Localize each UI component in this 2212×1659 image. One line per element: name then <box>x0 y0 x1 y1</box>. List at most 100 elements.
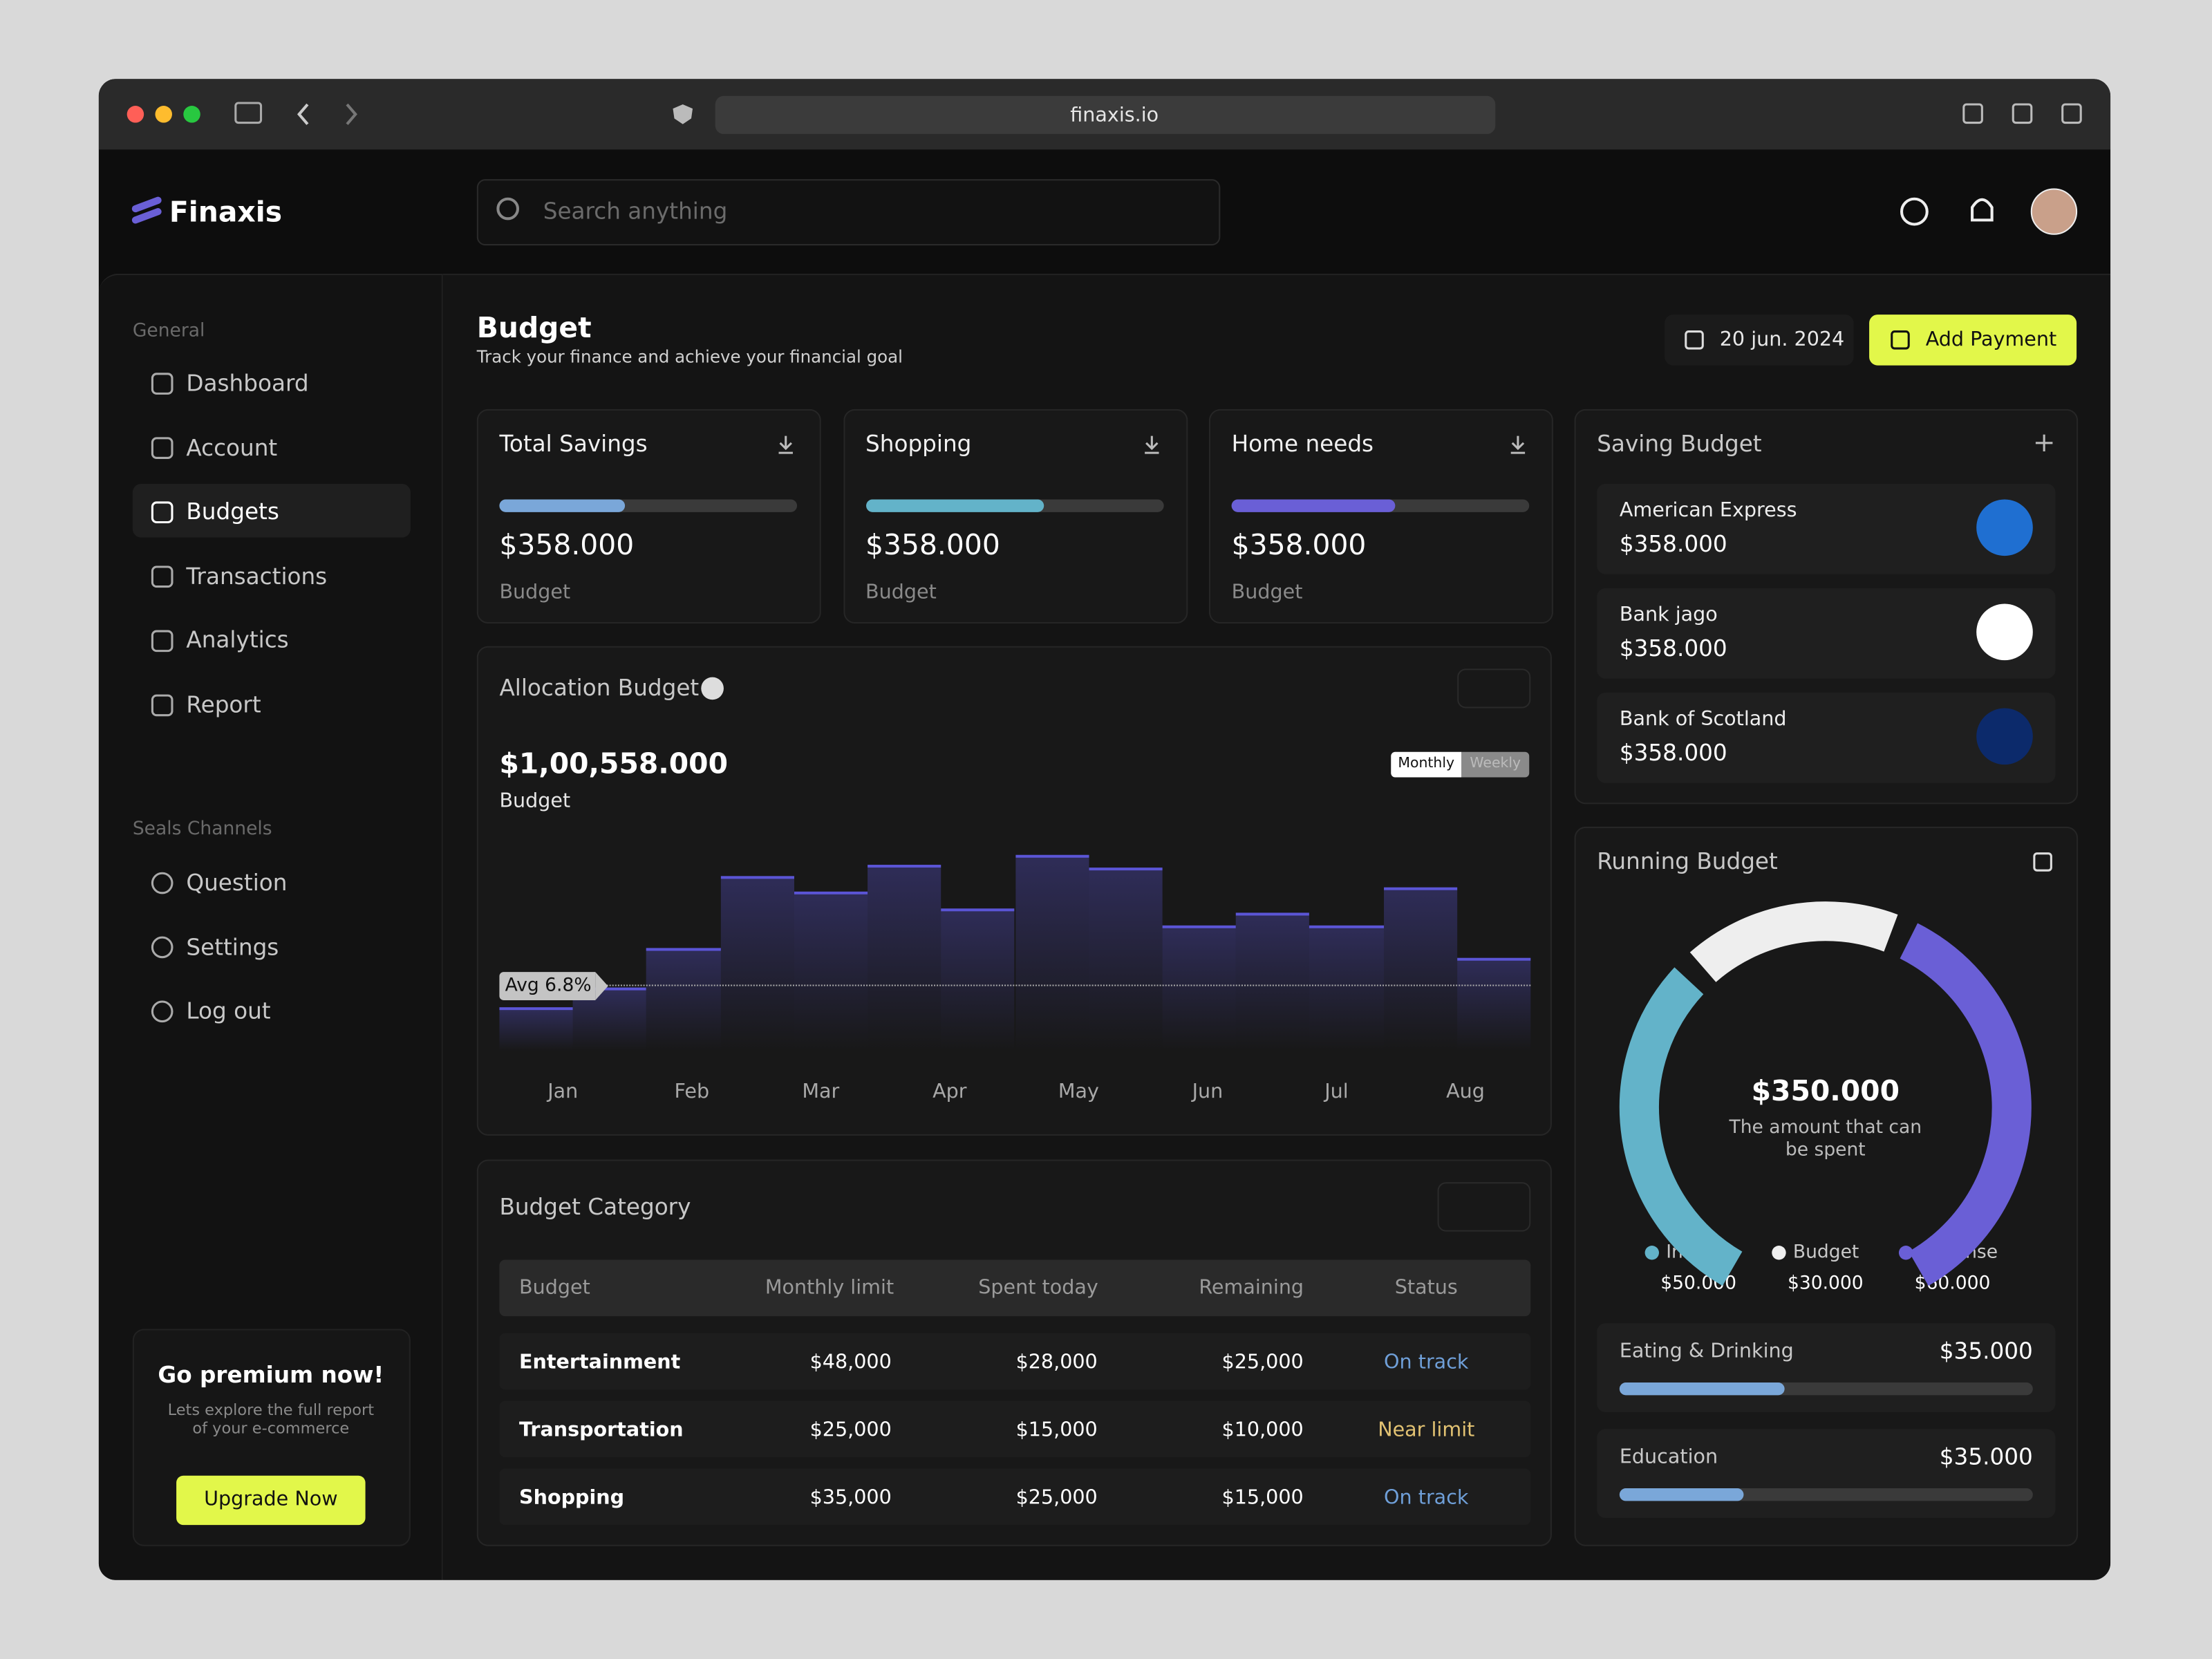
bar <box>1309 925 1384 1051</box>
section-label: General <box>132 321 205 342</box>
url: finaxis.io <box>1070 104 1159 127</box>
expand-button[interactable] <box>1457 668 1531 709</box>
summary-card <box>843 409 1188 624</box>
bank-name: Bank of Scotland <box>1619 708 1787 731</box>
bar <box>646 948 721 1051</box>
x-tick-label: Jul <box>1324 1080 1349 1103</box>
table-cell: $25,000 <box>1015 1487 1098 1510</box>
progress-fill <box>865 499 1044 512</box>
card-title: Home needs <box>1231 430 1374 458</box>
table-cell: $25,000 <box>809 1419 892 1442</box>
item-name: Eating & Drinking <box>1619 1340 1794 1363</box>
x-tick-label: Apr <box>932 1080 967 1103</box>
legend-name: Budget <box>1792 1241 1859 1264</box>
add-payment-label[interactable]: Add Payment <box>1925 328 2057 352</box>
column-header: Spent today <box>978 1276 1098 1300</box>
table-header <box>499 1259 1531 1317</box>
bar <box>1456 957 1531 1051</box>
table-cell: $15,000 <box>1015 1419 1098 1442</box>
table-cell: Near limit <box>1378 1419 1475 1442</box>
card-title: Total Savings <box>499 430 648 458</box>
brand: Finaxis <box>169 194 283 229</box>
chart-total-label: Budget <box>499 789 571 813</box>
toggle-weekly[interactable] <box>1461 751 1530 778</box>
progress-fill <box>1619 1382 1785 1396</box>
bank-name: Bank jago <box>1619 603 1718 627</box>
nav-item[interactable]: Analytics <box>186 626 289 654</box>
table-cell: $25,000 <box>1221 1351 1304 1374</box>
column-header: Monthly limit <box>765 1276 894 1300</box>
nav-item[interactable]: Settings <box>186 932 279 960</box>
table-cell: On track <box>1384 1487 1469 1510</box>
toggle-label[interactable]: Monthly <box>1398 756 1455 772</box>
nav-item[interactable]: Dashboard <box>186 369 309 397</box>
nav-active-bg <box>132 483 411 538</box>
upgrade-button[interactable] <box>176 1475 366 1526</box>
table-row <box>499 1400 1531 1458</box>
bank-name: American Express <box>1619 499 1797 523</box>
legend-name: Income <box>1666 1241 1734 1264</box>
x-tick-label: Feb <box>674 1080 710 1103</box>
url-bar <box>715 95 1496 134</box>
legend-name: Expanse <box>1920 1241 1998 1264</box>
search-box[interactable] <box>476 179 1221 246</box>
bank-amount: $358.000 <box>1619 739 1727 767</box>
nav-item[interactable]: Question <box>186 869 288 896</box>
page-subtitle: Track your finance and achieve your fina… <box>476 347 903 367</box>
budget-item <box>1597 1323 2056 1412</box>
x-tick-label: May <box>1058 1080 1099 1103</box>
panel-title: Running Budget <box>1597 847 1778 875</box>
card-title: Shopping <box>865 430 972 458</box>
chart-total: $1,00,558.000 <box>499 746 728 780</box>
chart-title: Allocation Budget <box>499 674 700 702</box>
nav-item[interactable]: Log out <box>186 997 271 1024</box>
bank-amount: $358.000 <box>1619 530 1727 558</box>
category-name: Transportation <box>519 1419 684 1442</box>
x-tick-label: Mar <box>802 1080 840 1103</box>
x-tick-label: Jan <box>547 1080 579 1103</box>
progress-fill <box>1231 499 1396 512</box>
expand-button[interactable] <box>1437 1182 1531 1232</box>
bar <box>1162 925 1237 1051</box>
bank-logo-text: city bank <box>1983 626 2027 637</box>
section-label: Seals Channels <box>132 818 272 841</box>
legend-value: $30.000 <box>1787 1273 1864 1295</box>
x-tick-label: Jun <box>1192 1080 1224 1103</box>
bar <box>720 876 794 1051</box>
category-name: Entertainment <box>519 1351 681 1374</box>
bank-logo-text: AMERICAN EXPRESS <box>1980 517 2032 536</box>
chart-panel <box>476 646 1552 1136</box>
toggle-label[interactable]: Weekly <box>1470 756 1521 772</box>
bar <box>941 908 1015 1051</box>
nav-item[interactable]: Budgets <box>186 498 279 525</box>
summary-card <box>1208 409 1553 624</box>
table-cell: $35,000 <box>809 1487 892 1510</box>
column-header: Status <box>1394 1276 1458 1300</box>
upgrade-label[interactable]: Upgrade Now <box>204 1488 338 1511</box>
gauge-caption: The amount that can be spent <box>1729 1117 1922 1161</box>
table-row <box>499 1333 1531 1390</box>
nav-item[interactable]: Account <box>186 433 278 461</box>
avg-label: Avg 6.8% <box>505 975 592 997</box>
promo-title: Go premium now! <box>158 1361 384 1389</box>
progress-fill <box>1619 1488 1744 1501</box>
table-title: Budget Category <box>499 1193 691 1221</box>
avg-line <box>606 984 1531 986</box>
bar <box>868 865 941 1051</box>
legend-value: $60.000 <box>1914 1273 1991 1295</box>
bar <box>1236 912 1310 1051</box>
bank-card <box>1597 693 2056 783</box>
card-amount: $358.000 <box>499 527 635 562</box>
nav-item[interactable]: Report <box>186 691 261 718</box>
bar <box>794 891 868 1051</box>
toggle-monthly[interactable] <box>1391 751 1462 778</box>
nav-item[interactable]: Transactions <box>186 562 328 590</box>
item-name: Education <box>1619 1445 1718 1469</box>
search-placeholder: Search anything <box>543 197 728 225</box>
date[interactable]: 20 jun. 2024 <box>1719 328 1845 352</box>
legend-value: $50.000 <box>1660 1273 1737 1295</box>
budget-item <box>1597 1429 2056 1518</box>
item-amount: $35.000 <box>1939 1443 2033 1470</box>
item-amount: $35.000 <box>1939 1337 2033 1365</box>
